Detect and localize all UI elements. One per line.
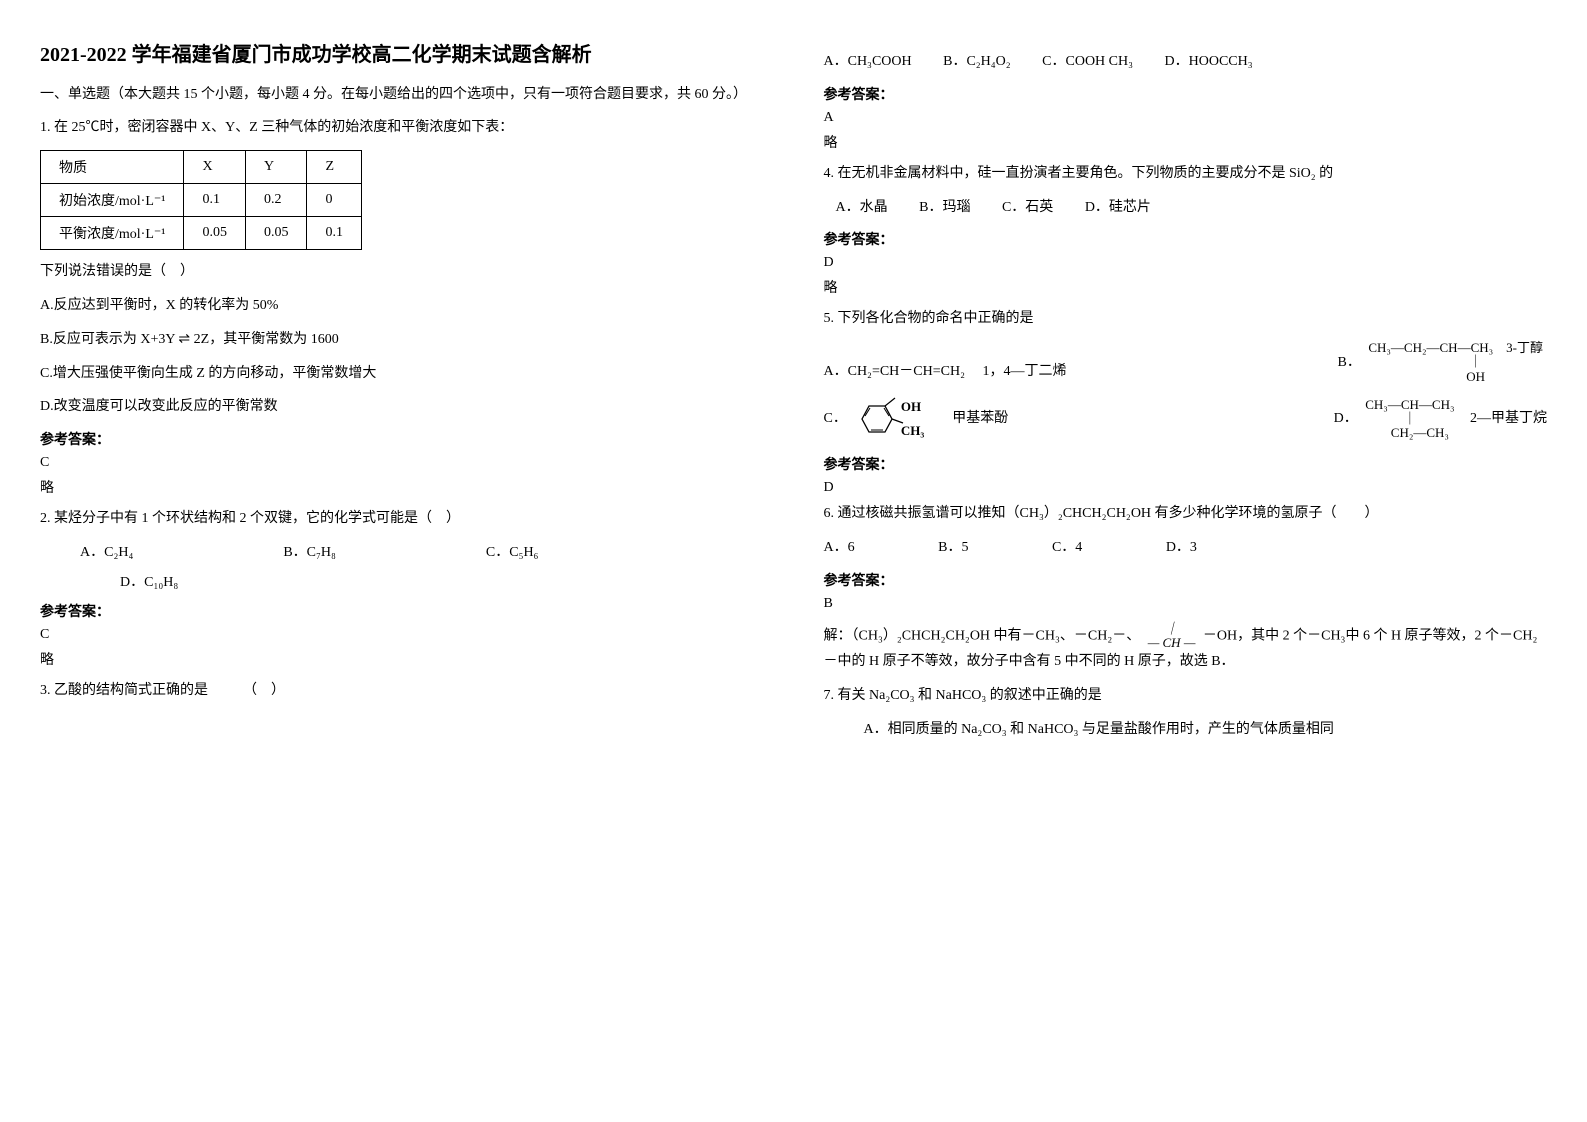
q5-answer: D: [824, 480, 1548, 496]
cell: 0.1: [184, 184, 246, 217]
q1-stem: 1. 在 25℃时，密闭容器中 X、Y、Z 三种气体的初始浓度和平衡浓度如下表：: [40, 116, 764, 140]
q5-option-d: D． CH₃—CH—CH₃ ｜ CH₂—CH₃ 2—甲基丁烷: [1334, 398, 1547, 441]
q4-explanation: 略: [824, 277, 1548, 297]
answer-label: 参考答案：: [824, 84, 1548, 104]
q6-explanation: 解：（CH₃）₂CHCH₂CH₂OH 中有－CH₃、－CH₂－、 ｜ — CH …: [824, 622, 1548, 674]
q4-option-c: C．石英: [1002, 196, 1053, 220]
q6-option-c: C．4: [1052, 536, 1082, 560]
table-row: 平衡浓度/mol·L⁻¹ 0.05 0.05 0.1: [41, 217, 362, 250]
q2-options-row2: D．C₁₀H₈: [80, 571, 764, 591]
table-row: 物质 X Y Z: [41, 151, 362, 184]
q1-option-c: C.增大压强使平衡向生成 Z 的方向移动，平衡常数增大: [40, 362, 764, 386]
q1-explanation: 略: [40, 477, 764, 497]
q1-answer: C: [40, 455, 764, 471]
q5-row-ab: A．CH₂=CH－CH=CH₂ 1，4—丁二烯 B． CH₃—CH₂—CH—CH…: [824, 341, 1548, 384]
q5-c-name: 甲基苯酚: [952, 407, 1008, 431]
q2-option-b: B．C₇H₈: [283, 541, 336, 561]
q5-option-c: C． OH CH₃ 甲基苯酚: [824, 394, 1334, 444]
q6-option-d: D．3: [1166, 536, 1197, 560]
bond-top: ｜: [1165, 622, 1178, 636]
q3-option-b: B．C₂H₄O₂: [943, 50, 1011, 74]
q5-c-label: C．: [824, 407, 847, 431]
q2-options-row1: A．C₂H₄ B．C₇H₈ C．C₅H₆: [80, 541, 764, 561]
q3-option-c: C．COOH CH₃: [1042, 50, 1133, 74]
q5-stem: 5. 下列各化合物的命名中正确的是: [824, 307, 1548, 331]
cell: 0.1: [307, 217, 362, 250]
q6-answer: B: [824, 596, 1548, 612]
answer-label: 参考答案：: [824, 454, 1548, 474]
q5-option-b: B． CH₃—CH₂—CH—CH₃ 3-丁醇 ｜ OH: [1337, 341, 1547, 384]
q6-option-a: A．6: [824, 536, 855, 560]
q4-option-a: A．水晶: [836, 196, 888, 220]
q6-exp-lead: 解：（CH₃）₂CHCH₂CH₂OH 中有－CH₃、－CH₂－、: [824, 628, 1141, 643]
q3-option-d: D．HOOCCH₃: [1165, 50, 1253, 74]
struct-bot: CH₂—CH₃: [1391, 426, 1449, 440]
cell: 0: [307, 184, 362, 217]
right-column: A．CH₃COOH B．C₂H₄O₂ C．COOH CH₃ D．HOOCCH₃ …: [824, 40, 1548, 752]
q1-option-a: A.反应达到平衡时，X 的转化率为 50%: [40, 294, 764, 318]
left-column: 2021-2022 学年福建省厦门市成功学校高二化学期末试题含解析 一、单选题（…: [40, 40, 764, 752]
q4-answer: D: [824, 255, 1548, 271]
page: 2021-2022 学年福建省厦门市成功学校高二化学期末试题含解析 一、单选题（…: [40, 40, 1547, 752]
q5-row-cd: C． OH CH₃ 甲基苯酚: [824, 394, 1548, 444]
ch-fragment: ｜ — CH —: [1148, 622, 1196, 651]
q3-explanation: 略: [824, 132, 1548, 152]
benzene-icon: [847, 394, 907, 444]
ch-text: — CH —: [1148, 636, 1196, 650]
q5-b-label: B．: [1337, 351, 1360, 375]
answer-label: 参考答案：: [824, 229, 1548, 249]
answer-label: 参考答案：: [40, 601, 764, 621]
table-row: 初始浓度/mol·L⁻¹ 0.1 0.2 0: [41, 184, 362, 217]
q4-stem: 4. 在无机非金属材料中，硅一直扮演者主要角色。下列物质的主要成分不是 SiO₂…: [824, 162, 1548, 186]
oh-label: OH: [901, 400, 921, 414]
q1-option-d: D.改变温度可以改变此反应的平衡常数: [40, 395, 764, 419]
q5-d-label: D．: [1334, 407, 1358, 431]
cell: 0.05: [184, 217, 246, 250]
answer-label: 参考答案：: [824, 570, 1548, 590]
q6-stem: 6. 通过核磁共振氢谱可以推知（CH₃）₂CHCH₂CH₂OH 有多少种化学环境…: [824, 502, 1548, 526]
struct-top: CH₃—CH₂—CH—CH₃ 3-丁醇: [1368, 341, 1543, 355]
cell: 0.2: [245, 184, 307, 217]
struct-top: CH₃—CH—CH₃: [1365, 398, 1454, 412]
q3-stem: 3. 乙酸的结构简式正确的是 （ ）: [40, 679, 764, 703]
q5-option-a: A．CH₂=CH－CH=CH₂ 1，4—丁二烯: [824, 360, 1338, 384]
q6-options: A．6 B．5 C．4 D．3: [824, 536, 1548, 560]
q5-c-labels: OH CH₃: [901, 400, 924, 439]
q3-answer: A: [824, 110, 1548, 126]
th-y: Y: [245, 151, 307, 184]
q1-table: 物质 X Y Z 初始浓度/mol·L⁻¹ 0.1 0.2 0 平衡浓度/mol…: [40, 150, 362, 250]
q2-option-c: C．C₅H₆: [486, 541, 539, 561]
cell: 平衡浓度/mol·L⁻¹: [41, 217, 184, 250]
answer-label: 参考答案：: [40, 429, 764, 449]
q2-option-d: D．C₁₀H₈: [120, 571, 178, 591]
q4-options: A．水晶 B．玛瑙 C．石英 D．硅芯片: [824, 196, 1548, 220]
th-substance: 物质: [41, 151, 184, 184]
document-title: 2021-2022 学年福建省厦门市成功学校高二化学期末试题含解析: [40, 40, 764, 70]
section-1-heading: 一、单选题（本大题共 15 个小题，每小题 4 分。在每小题给出的四个选项中，只…: [40, 84, 764, 106]
q1-sub: 下列说法错误的是（ ）: [40, 260, 764, 284]
q2-option-a: A．C₂H₄: [80, 541, 133, 561]
q7-stem: 7. 有关 Na₂CO₃ 和 NaHCO₃ 的叙述中正确的是: [824, 684, 1548, 708]
q4-option-d: D．硅芯片: [1085, 196, 1151, 220]
q5-d-name: 2—甲基丁烷: [1470, 411, 1547, 426]
q5-d-structure: CH₃—CH—CH₃ ｜ CH₂—CH₃: [1365, 398, 1454, 441]
q2-explanation: 略: [40, 649, 764, 669]
q6-option-b: B．5: [938, 536, 968, 560]
th-x: X: [184, 151, 246, 184]
q1-option-b: B.反应可表示为 X+3Y ⇌ 2Z，其平衡常数为 1600: [40, 328, 764, 352]
ch3-label: CH₃: [901, 424, 924, 438]
q7-option-a: A．相同质量的 Na₂CO₃ 和 NaHCO₃ 与足量盐酸作用时，产生的气体质量…: [864, 718, 1548, 742]
q5-b-structure: CH₃—CH₂—CH—CH₃ 3-丁醇 ｜ OH: [1368, 341, 1543, 384]
q2-stem: 2. 某烃分子中有 1 个环状结构和 2 个双键，它的化学式可能是（ ）: [40, 507, 764, 531]
cell: 初始浓度/mol·L⁻¹: [41, 184, 184, 217]
q4-option-b: B．玛瑙: [919, 196, 970, 220]
struct-bot: OH: [1466, 370, 1485, 384]
struct-bond: ｜: [1469, 355, 1482, 369]
q3-option-a: A．CH₃COOH: [824, 50, 912, 74]
q2-answer: C: [40, 627, 764, 643]
th-z: Z: [307, 151, 362, 184]
struct-bond: ｜: [1403, 412, 1416, 426]
q3-options: A．CH₃COOH B．C₂H₄O₂ C．COOH CH₃ D．HOOCCH₃: [824, 50, 1548, 74]
cell: 0.05: [245, 217, 307, 250]
